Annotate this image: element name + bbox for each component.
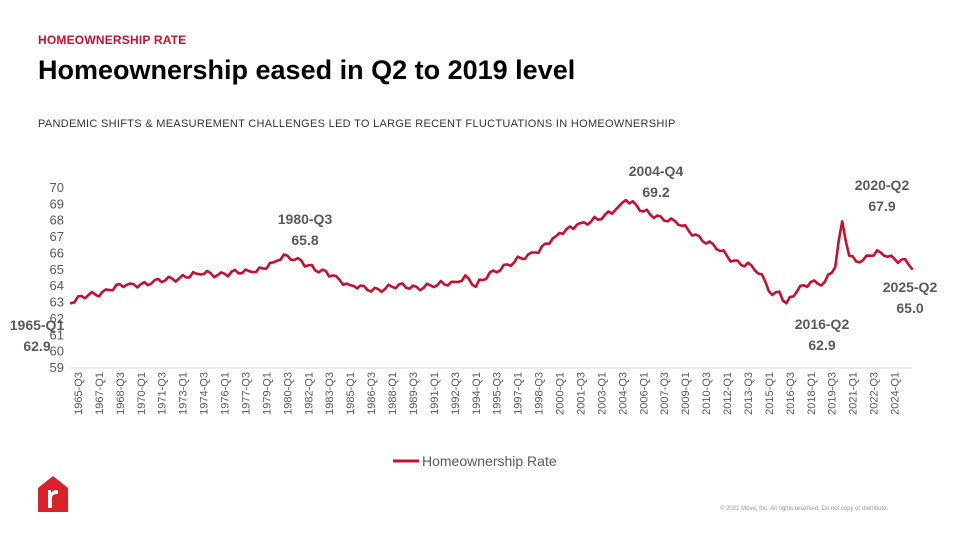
- data-label-value: 67.9: [868, 198, 895, 214]
- data-label-period: 2004-Q4: [629, 163, 684, 179]
- y-tick-label: 66: [50, 245, 64, 260]
- y-tick-label: 63: [50, 295, 64, 310]
- x-tick-label: 2016-Q3: [785, 372, 797, 415]
- x-tick-label: 1974-Q3: [199, 372, 211, 415]
- y-tick-label: 70: [50, 180, 64, 195]
- data-label-period: 2020-Q2: [855, 177, 910, 193]
- x-tick-label: 1991-Q1: [429, 372, 441, 415]
- x-tick-label: 1970-Q1: [136, 372, 148, 415]
- x-tick-label: 2012-Q1: [722, 372, 734, 415]
- x-tick-label: 1995-Q3: [492, 372, 504, 415]
- x-tick-label: 2013-Q3: [743, 372, 755, 415]
- x-tick-label: 1967-Q1: [94, 372, 106, 415]
- y-tick-label: 65: [50, 262, 64, 277]
- x-tick-label: 1973-Q1: [178, 372, 190, 415]
- data-label-value: 69.2: [642, 184, 669, 200]
- x-tick-label: 1982-Q1: [303, 372, 315, 415]
- x-tick-label: 2019-Q3: [827, 372, 839, 415]
- x-tick-label: 1989-Q3: [408, 372, 420, 415]
- x-tick-label: 2007-Q3: [659, 372, 671, 415]
- x-tick-label: 1986-Q3: [366, 372, 378, 415]
- x-tick-label: 1998-Q3: [534, 372, 546, 415]
- x-tick-label: 1976-Q1: [220, 372, 232, 415]
- x-tick-label: 1979-Q1: [261, 372, 273, 415]
- y-tick-label: 60: [50, 344, 64, 359]
- x-tick-label: 2006-Q1: [638, 372, 650, 415]
- copyright-notice: © 2021 Move, Inc. All rights reserved. D…: [720, 506, 889, 512]
- x-tick-label: 1965-Q3: [73, 372, 85, 415]
- y-tick-label: 67: [50, 229, 64, 244]
- data-label-value: 62.9: [808, 337, 835, 353]
- x-tick-label: 2018-Q1: [806, 372, 818, 415]
- x-tick-label: 2000-Q1: [555, 372, 567, 415]
- x-tick-label: 2010-Q3: [701, 372, 713, 415]
- data-label-value: 65.0: [896, 300, 923, 316]
- x-tick-label: 1994-Q1: [471, 372, 483, 415]
- x-tick-label: 1985-Q1: [345, 372, 357, 415]
- x-tick-label: 1971-Q3: [157, 372, 169, 415]
- y-tick-label: 61: [50, 327, 64, 342]
- x-tick-label: 1968-Q3: [115, 372, 127, 415]
- data-label-value: 62.9: [23, 338, 50, 354]
- chart-subtitle: PANDEMIC SHIFTS & MEASUREMENT CHALLENGES…: [38, 118, 676, 130]
- y-tick-label: 69: [50, 196, 64, 211]
- x-tick-label: 2024-Q1: [890, 372, 902, 415]
- x-tick-label: 1983-Q3: [324, 372, 336, 415]
- page-title: Homeownership eased in Q2 to 2019 level: [38, 55, 576, 85]
- x-tick-label: 2022-Q3: [869, 372, 881, 415]
- x-tick-label: 2003-Q1: [596, 372, 608, 415]
- x-tick-label: 2009-Q1: [680, 372, 692, 415]
- x-tick-label: 2004-Q3: [617, 372, 629, 415]
- y-tick-label: 64: [50, 278, 64, 293]
- data-label-period: 1965-Q1: [10, 317, 65, 333]
- x-tick-label: 2001-Q3: [575, 372, 587, 415]
- x-tick-label: 1997-Q1: [513, 372, 525, 415]
- series-line-homeownership-rate: [69, 198, 914, 305]
- x-tick-label: 2015-Q1: [764, 372, 776, 415]
- data-label-period: 2025-Q2: [883, 279, 938, 295]
- x-tick-label: 2021-Q1: [848, 372, 860, 415]
- legend-label: Homeownership Rate: [422, 453, 557, 469]
- x-tick-label: 1992-Q3: [450, 372, 462, 415]
- x-tick-label: 1988-Q1: [387, 372, 399, 415]
- x-tick-label: 1980-Q3: [282, 372, 294, 415]
- realtor-r-logo-icon: [38, 476, 68, 512]
- y-tick-label: 68: [50, 213, 64, 228]
- eyebrow-label: HOMEOWNERSHIP RATE: [38, 33, 187, 47]
- y-tick-label: 59: [50, 360, 64, 375]
- data-label-value: 65.8: [291, 232, 318, 248]
- data-label-period: 1980-Q3: [278, 211, 333, 227]
- x-tick-label: 1977-Q3: [240, 372, 252, 415]
- data-label-period: 2016-Q2: [795, 316, 850, 332]
- y-tick-label: 62: [50, 311, 64, 326]
